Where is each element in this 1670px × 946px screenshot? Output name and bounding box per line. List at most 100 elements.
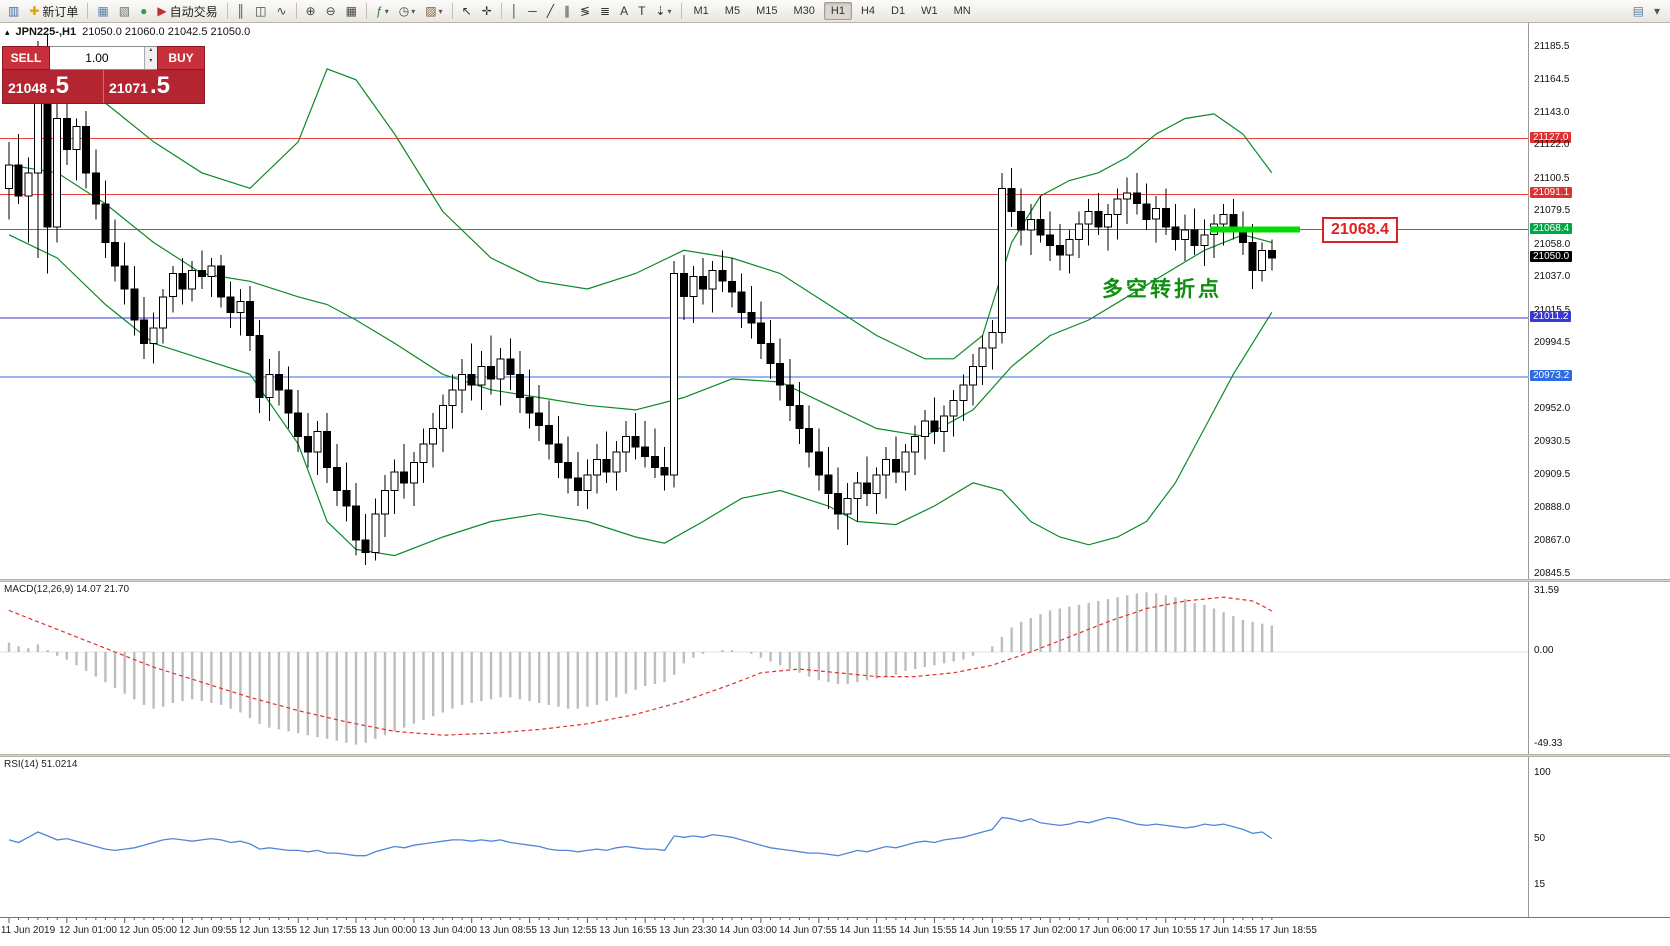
timeframe-m15[interactable]: M15 — [756, 5, 778, 17]
cursor-icon: ↖ — [461, 4, 472, 18]
rsi-canvas[interactable] — [0, 757, 1528, 917]
panel-splitter[interactable] — [0, 579, 1670, 582]
autotrading-button[interactable]: ▶ 自动交易 — [153, 1, 221, 22]
dock-window-icon[interactable]: ▤ — [1629, 1, 1648, 22]
templates-icon: ▨ — [425, 4, 437, 18]
cursor-icon[interactable]: ↖ — [458, 1, 476, 22]
toolbar-menu-icon[interactable]: ▾ — [1650, 1, 1664, 22]
charts-window-icon[interactable]: ▦ — [93, 1, 112, 22]
crosshair-icon[interactable]: ✛ — [478, 1, 496, 22]
vertical-line-icon[interactable]: │ — [507, 1, 523, 22]
symbol-info: ▴ JPN225-,H1 21050.0 21060.0 21042.5 210… — [5, 26, 250, 38]
time-axis-label: 14 Jun 03:00 — [719, 925, 777, 936]
label-icon[interactable]: T — [634, 1, 649, 22]
volume-input[interactable] — [50, 47, 144, 69]
new-order-icon: ✚ — [29, 4, 40, 18]
timeframe-m30[interactable]: M30 — [793, 5, 815, 17]
rsi-panel[interactable]: RSI(14) 51.0214 — [0, 757, 1528, 917]
macd-axis-label: 0.00 — [1534, 645, 1554, 656]
datacenter-icon[interactable]: ● — [136, 1, 151, 22]
candle-body — [323, 431, 332, 468]
candlestick-chart-icon: ◫ — [255, 4, 267, 18]
time-axis-label: 11 Jun 2019 — [0, 925, 56, 936]
candlestick-chart-icon[interactable]: ◫ — [251, 1, 270, 22]
rsi-axis-label: 50 — [1534, 832, 1546, 844]
time-axis-label: 14 Jun 07:55 — [779, 925, 837, 936]
time-axis-label: 17 Jun 10:55 — [1139, 925, 1197, 936]
label-icon: T — [638, 4, 646, 18]
candle-body — [949, 400, 958, 417]
channel-icon[interactable]: ∥ — [560, 1, 574, 22]
timeframe-d1[interactable]: D1 — [891, 5, 906, 17]
shapes-icon[interactable]: ≣ — [596, 1, 614, 22]
rsi-axis-label: 100 — [1534, 767, 1551, 778]
time-axis[interactable]: 11 Jun 2019 12 Jun 01:00 12 Jun 05:00 12 Ju… — [0, 917, 1670, 946]
zoom-out-icon[interactable]: ⊖ — [322, 1, 340, 22]
candle-body — [168, 273, 177, 298]
macd-panel[interactable]: MACD(12,26,9) 14.07 21.70 — [0, 582, 1528, 754]
volume-up-icon[interactable]: ▴ — [144, 47, 157, 58]
price-axis[interactable]: 21185.5 21164.5 21143.0 21127.0 21122.0 21100… — [1528, 23, 1670, 917]
time-axis-label: 17 Jun 14:55 — [1199, 925, 1257, 936]
candle-body — [920, 420, 929, 437]
time-axis-label: 17 Jun 18:55 — [1259, 925, 1317, 936]
line-chart-icon[interactable]: ∿ — [272, 1, 290, 22]
candle-body — [631, 435, 640, 448]
candle-body — [728, 280, 736, 293]
indicators-icon[interactable]: ƒ ▾ — [372, 1, 393, 22]
bollinger-middle-band — [8, 164, 1272, 437]
terminal-icon[interactable]: ▥ — [4, 1, 23, 22]
toolbar-items: ▥ ✚ 新订单 ▦ ▧ ● ▶ 自动交易 ║ ◫ ∿ ⊕ ⊖ ▦ ƒ ▾ ◷ ▾ ▨ ▾ ↖ ✛ │ ─ ╱ ∥ ≶ ≣ A T ⇣ ▾ — [3, 0, 686, 22]
candle-body — [1248, 242, 1257, 271]
volume-down-icon[interactable]: ▾ — [144, 58, 157, 69]
candle-body — [303, 435, 312, 453]
horizontal-line-icon[interactable]: ─ — [524, 1, 541, 22]
timeframe-w1[interactable]: W1 — [921, 5, 938, 17]
fibonacci-icon[interactable]: ≶ — [576, 1, 594, 22]
panel-splitter[interactable] — [0, 754, 1670, 757]
candle-body — [82, 125, 91, 174]
text-icon: A — [620, 4, 629, 18]
candle-body — [660, 466, 669, 476]
timeframe-h4[interactable]: H4 — [860, 5, 875, 17]
price-level-label[interactable]: 21068.4 — [1322, 217, 1398, 243]
bar-chart-icon[interactable]: ║ — [233, 1, 250, 22]
arrows-icon[interactable]: ⇣ ▾ — [651, 1, 675, 22]
timeframe-m5[interactable]: M5 — [724, 5, 741, 17]
price-axis-label: 21015.5 — [1534, 304, 1571, 316]
one-click-collapse-icon[interactable]: ▴ — [5, 26, 10, 37]
buy-price-pips: .5 — [149, 72, 170, 99]
chart-text-annotation[interactable]: 多空转折点 — [1102, 278, 1222, 301]
toolbar-menu-icon: ▾ — [1653, 4, 1660, 18]
price-axis-label: 21037.0 — [1534, 271, 1571, 283]
periods-icon[interactable]: ◷ ▾ — [395, 1, 420, 22]
candle-body — [381, 490, 389, 515]
sell-price[interactable]: 21048 .5 — [3, 70, 103, 103]
candle-body — [544, 424, 553, 445]
candle-body — [496, 358, 505, 380]
candle-body — [352, 505, 360, 541]
main-chart-panel[interactable]: ▴ JPN225-,H1 21050.0 21060.0 21042.5 210… — [0, 23, 1528, 579]
highlight-level-bar[interactable] — [1210, 226, 1300, 233]
time-axis-label: 12 Jun 13:55 — [239, 925, 297, 936]
toolbar-right: ▤ ▾ — [1628, 0, 1665, 22]
buy-price[interactable]: 21071 .5 — [103, 70, 204, 103]
timeframe-h1[interactable]: H1 — [823, 2, 852, 20]
timeframe-m1[interactable]: M1 — [693, 5, 709, 17]
arrange-windows-icon[interactable]: ▦ — [342, 1, 361, 22]
timeframe-mn[interactable]: MN — [953, 5, 971, 17]
candle-body — [178, 273, 187, 290]
zoom-in-icon[interactable]: ⊕ — [302, 1, 320, 22]
buy-button[interactable]: BUY — [157, 46, 205, 70]
strategy-tester-icon[interactable]: ▧ — [115, 1, 134, 22]
text-icon[interactable]: A — [616, 1, 632, 22]
templates-icon[interactable]: ▨ ▾ — [421, 1, 446, 22]
trendline-icon[interactable]: ╱ — [543, 1, 558, 22]
sell-button[interactable]: SELL — [2, 46, 50, 70]
main-chart-canvas[interactable] — [0, 23, 1528, 579]
new-order-button[interactable]: ✚ 新订单 — [25, 1, 82, 22]
toolbar-separator — [451, 3, 453, 19]
candle-body — [776, 362, 785, 386]
macd-canvas[interactable] — [0, 582, 1528, 754]
candle-body — [641, 446, 650, 457]
